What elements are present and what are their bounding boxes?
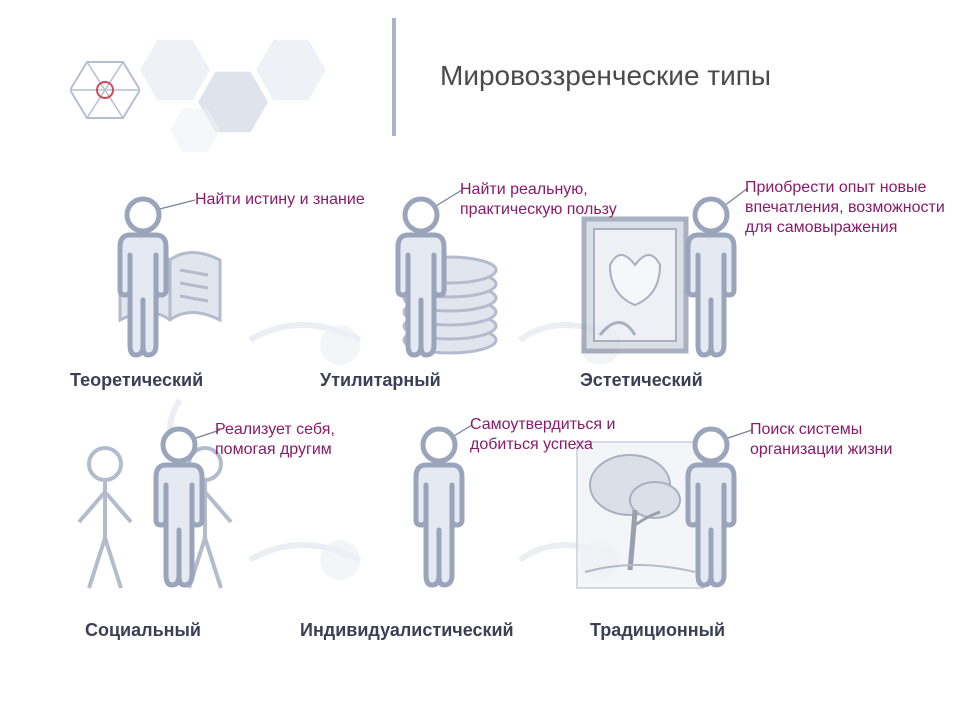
figure-utilitarian [378,195,464,360]
desc-aesthetic: Приобрести опыт новые впечатления, возмо… [745,178,945,238]
label-utilitarian: Утилитарный [320,370,441,391]
desc-individualistic: Самоутвердиться и добиться успеха [470,415,640,455]
desc-traditional: Поиск системы организации жизни [750,420,940,460]
figure-theoretical [100,195,186,360]
label-individualistic: Индивидуалистический [300,620,514,641]
desc-utilitarian: Найти реальную, практическую пользу [460,180,620,220]
label-social: Социальный [85,620,201,641]
figure-traditional [668,425,754,590]
figure-aesthetic [668,195,754,360]
slide-canvas: Мировоззренческие типы [0,0,960,720]
desc-theoretical: Найти истину и знание [195,190,425,210]
label-aesthetic: Эстетический [580,370,703,391]
desc-social: Реализует себя, помогая другим [215,420,385,460]
label-traditional: Традиционный [590,620,725,641]
figure-social [136,425,222,590]
label-theoretical: Теоретический [70,370,203,391]
background-connectors [0,0,960,720]
